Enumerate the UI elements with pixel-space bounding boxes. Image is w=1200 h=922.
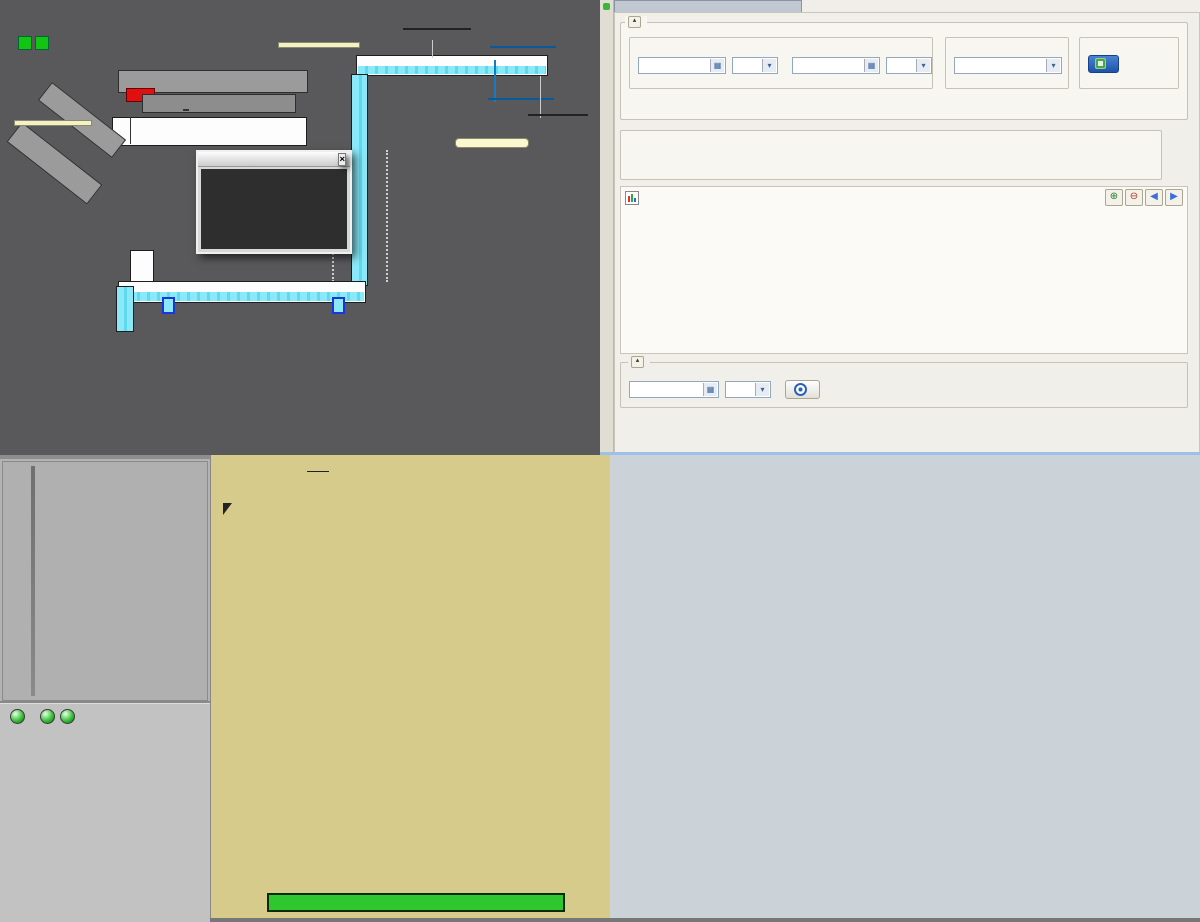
zeitbereich-group: ▦ ▾ ▦ ▾ — [629, 37, 933, 89]
status-strip — [600, 452, 1200, 455]
chevron-down-icon[interactable]: ▾ — [755, 383, 769, 396]
grabenbunker-chart — [201, 169, 347, 247]
chart-icon — [625, 190, 639, 205]
drop-line-right — [386, 150, 388, 282]
anzeigen-button[interactable] — [785, 380, 820, 399]
bis-ende-input[interactable]: ▦ — [792, 57, 880, 74]
belt-b112-stub — [116, 286, 134, 332]
grabenbunker-titlebar[interactable]: × — [198, 152, 350, 167]
chevron-down-icon[interactable]: ▾ — [916, 59, 930, 72]
flag-p-indicator — [18, 36, 32, 50]
station-1532[interactable] — [490, 46, 556, 48]
shift-report-tables — [610, 455, 1200, 918]
report-group — [1079, 37, 1179, 89]
vorgaenge-table-left — [620, 412, 898, 450]
von-anfang-input[interactable]: ▦ — [638, 57, 726, 74]
eingaben-group: ▴ ▦ ▾ ▦ ▾ ▾ — [620, 16, 1188, 120]
vorgaenge-table-right — [906, 412, 1186, 450]
evb-chart — [633, 222, 1185, 350]
navigation-icon — [603, 3, 610, 10]
connector-348 — [540, 76, 541, 118]
grabenbunker-body — [201, 169, 347, 249]
schicht-select-1[interactable]: ▾ — [732, 57, 778, 74]
flag-b-indicator — [35, 36, 49, 50]
verlaufsanzeige-panel: ⊕ ⊖ ◀ ▶ — [620, 186, 1188, 354]
station-abstand-table — [2, 728, 208, 820]
gps-status-row — [5, 709, 75, 724]
chart-toolbar: ⊕ ⊖ ◀ ▶ — [1105, 189, 1183, 206]
close-icon[interactable]: × — [338, 152, 346, 166]
grabenbunker-window[interactable]: × — [196, 150, 352, 254]
connector-1530 — [432, 40, 433, 58]
sorten-legend — [455, 138, 529, 148]
verlaufsanzeige-header: ⊕ ⊖ ◀ ▶ — [621, 187, 1187, 208]
profile-chart-panel — [210, 455, 611, 918]
pan-right-icon[interactable]: ▶ — [1165, 189, 1183, 206]
belt-sensor-left[interactable] — [162, 297, 175, 314]
station-348[interactable] — [528, 114, 588, 116]
starten-icon — [1095, 58, 1106, 69]
chevron-down-icon[interactable]: ▾ — [762, 59, 776, 72]
throughput-right — [278, 42, 360, 48]
belt-material — [120, 292, 364, 301]
throughput-chart — [215, 795, 607, 891]
elevation-ruler — [31, 466, 35, 696]
gps-status-panel — [0, 701, 210, 922]
belt-segment-bar — [267, 893, 565, 912]
elevation-view — [2, 461, 208, 701]
anzeigen-icon — [794, 383, 807, 396]
belt-b91[interactable] — [118, 70, 308, 93]
calendar-icon[interactable]: ▦ — [703, 383, 717, 396]
slope-heatmap — [51, 465, 171, 665]
tag-1804 — [183, 109, 189, 111]
tech-linie-select[interactable]: ▾ — [954, 57, 1062, 74]
navigation-strip[interactable] — [600, 0, 614, 455]
gps-led — [10, 709, 25, 724]
schicht-select[interactable]: ▾ — [725, 381, 771, 398]
parameter-group — [620, 130, 1162, 180]
starten-button[interactable] — [1088, 55, 1119, 73]
sollschuetthoehe-label — [297, 472, 308, 473]
scanner-led-2 — [60, 709, 75, 724]
belt-bottom-run[interactable] — [118, 281, 366, 303]
vorgangsdaten-group: ▴ ▦ ▾ — [620, 356, 1188, 408]
col-ueber-ae — [307, 471, 319, 472]
datum-input[interactable]: ▦ — [629, 381, 719, 398]
belt-sensor-right[interactable] — [332, 297, 345, 314]
station-352[interactable] — [488, 98, 554, 100]
belt-material — [358, 66, 546, 74]
col-ueber-nn — [318, 471, 329, 472]
sollschuetthoehe-ae — [307, 471, 319, 472]
profile-stats — [297, 471, 329, 472]
schicht-select-2[interactable]: ▾ — [886, 57, 932, 74]
calendar-icon[interactable]: ▦ — [710, 59, 724, 72]
belt-b90-divider — [130, 117, 131, 144]
connector-1532 — [494, 60, 496, 102]
station-1530[interactable] — [403, 28, 471, 30]
zoom-out-icon[interactable]: ⊖ — [1125, 189, 1143, 206]
belt-b90[interactable] — [112, 117, 307, 146]
plan-ist-app: ▴ ▦ ▾ ▦ ▾ ▾ ⊕ ⊖ — [600, 0, 1200, 455]
chart-legend — [621, 208, 1187, 210]
hopper-box-1 — [130, 250, 154, 282]
throughput-left — [14, 120, 92, 126]
belt-top-run[interactable] — [356, 55, 548, 76]
sollschuetthoehe-nn — [318, 471, 329, 472]
zoom-in-icon[interactable]: ⊕ — [1105, 189, 1123, 206]
scanner-led-1 — [40, 709, 55, 724]
pan-left-icon[interactable]: ◀ — [1145, 189, 1163, 206]
belt-g8[interactable] — [142, 94, 296, 113]
collapse-icon[interactable]: ▴ — [628, 16, 641, 28]
gps-machine-panel — [0, 455, 210, 922]
belt-b114-b108[interactable] — [351, 74, 368, 286]
profile-chart — [215, 531, 607, 787]
chevron-down-icon[interactable]: ▾ — [1046, 59, 1060, 72]
scada-belt-schematic: × — [0, 0, 600, 455]
collapse-icon[interactable]: ▴ — [631, 356, 644, 368]
tech-linie-group: ▾ — [945, 37, 1069, 89]
scada-status-row — [18, 36, 56, 50]
calendar-icon[interactable]: ▦ — [864, 59, 878, 72]
cursor-icon — [223, 503, 232, 515]
